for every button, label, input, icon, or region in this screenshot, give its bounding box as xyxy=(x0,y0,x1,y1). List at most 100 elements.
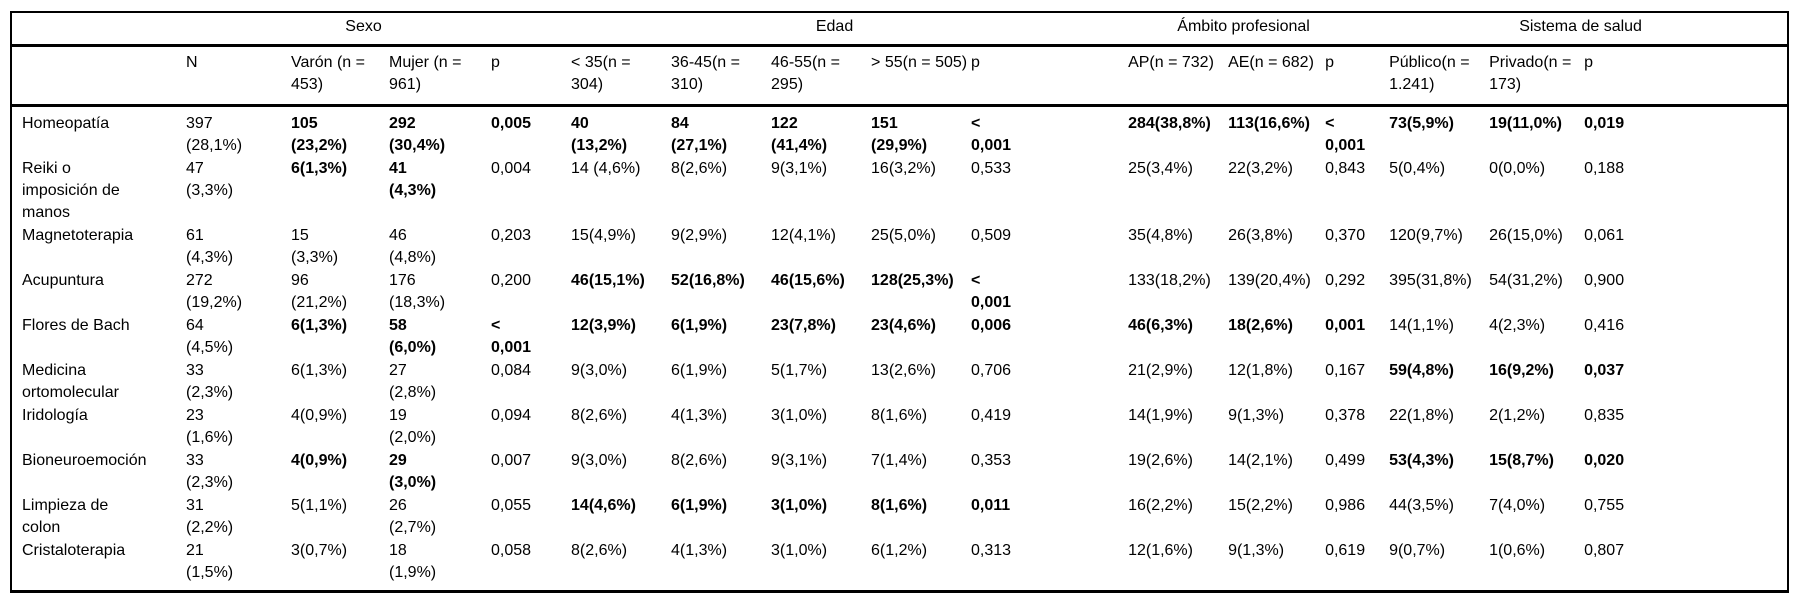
data-cell: 0(0,0%) xyxy=(1489,160,1546,177)
data-cell: 397 (28,1%) xyxy=(186,115,243,154)
data-cell: 12(3,9%) xyxy=(571,317,636,334)
data-cell: 113(16,6%) xyxy=(1228,115,1310,132)
data-cell: 15(2,2%) xyxy=(1228,497,1293,514)
data-cell: 0,292 xyxy=(1325,272,1366,289)
column-header-cell xyxy=(11,45,171,107)
data-cell: 61 (4,3%) xyxy=(186,227,234,266)
data-cell: 9(3,0%) xyxy=(571,362,628,379)
table-row: Reiki o imposición de manos 47 (3,3%) 6(1,… xyxy=(11,157,1788,224)
data-cell: 2(1,2%) xyxy=(1489,407,1546,424)
data-cell: 16(2,2%) xyxy=(1128,497,1193,514)
row-label-cell: Reiki o imposición de manos xyxy=(22,160,120,221)
data-cell: 4(0,9%) xyxy=(291,407,348,424)
group-header-cell: Sistema de salud xyxy=(1374,12,1789,47)
data-cell: 0,419 xyxy=(971,407,1012,424)
data-cell: 6(1,3%) xyxy=(291,362,348,379)
data-cell: 3(0,7%) xyxy=(291,542,348,559)
table-row: Flores de Bach 64 (4,5%) 6(1,3%) 58 (6,0%) <… xyxy=(11,314,1788,359)
data-cell: 133(18,2%) xyxy=(1128,272,1211,289)
data-cell: 25(3,4%) xyxy=(1128,160,1193,177)
row-label-cell: Magnetoterapia xyxy=(22,227,134,244)
data-cell: 9(1,3%) xyxy=(1228,407,1285,424)
data-cell: 0,005 xyxy=(491,115,532,132)
data-cell: 0,001 xyxy=(1325,317,1366,334)
row-label-cell: Acupuntura xyxy=(22,272,104,289)
data-cell: 64 (4,5%) xyxy=(186,317,234,356)
data-cell: 15(4,9%) xyxy=(571,227,636,244)
data-cell: 31 (2,2%) xyxy=(186,497,234,536)
data-cell: 6(1,9%) xyxy=(671,317,728,334)
table-row: Medicina ortomolecular 33 (2,3%) 6(1,3%) 27… xyxy=(11,359,1788,404)
data-cell: 0,755 xyxy=(1584,497,1625,514)
data-cell: 13(2,6%) xyxy=(871,362,936,379)
data-cell: 0,167 xyxy=(1325,362,1366,379)
data-cell: 284(38,8%) xyxy=(1128,115,1211,132)
data-cell: 0,020 xyxy=(1584,452,1625,469)
data-cell: 0,900 xyxy=(1584,272,1625,289)
data-cell: 33 (2,3%) xyxy=(186,452,234,491)
data-cell: < 0,001 xyxy=(1325,115,1366,154)
column-header-cell: < 35(n = 304) xyxy=(556,45,657,107)
table-row: Cristaloterapia 21 (1,5%) 3(0,7%) 18 (1,9%)… xyxy=(11,539,1788,592)
data-cell: < 0,001 xyxy=(971,272,1012,311)
row-label-cell: Homeopatía xyxy=(22,115,110,132)
data-cell: 8(2,6%) xyxy=(671,160,728,177)
data-cell: 6(1,3%) xyxy=(291,160,348,177)
data-cell: 0,019 xyxy=(1584,115,1625,132)
data-cell: 15(8,7%) xyxy=(1489,452,1554,469)
data-cell: 0,094 xyxy=(491,407,532,424)
data-cell: 14(1,1%) xyxy=(1389,317,1454,334)
data-cell: 3(1,0%) xyxy=(771,407,828,424)
data-cell: 0,011 xyxy=(971,497,1011,514)
data-cell: 9(1,3%) xyxy=(1228,542,1285,559)
data-cell: 0,706 xyxy=(971,362,1012,379)
row-label-cell: Cristaloterapia xyxy=(22,542,126,559)
data-cell: 26(15,0%) xyxy=(1489,227,1563,244)
table-row: Bioneuroemoción 33 (2,3%) 4(0,9%) 29 (3,0%)… xyxy=(11,449,1788,494)
data-cell: 0,061 xyxy=(1584,227,1625,244)
data-cell: 0,499 xyxy=(1325,452,1366,469)
column-header-cell: Mujer (n = 961) xyxy=(374,45,476,107)
data-cell: 5(1,7%) xyxy=(771,362,828,379)
data-cell: 0,058 xyxy=(491,542,532,559)
data-cell: 0,006 xyxy=(971,317,1012,334)
data-cell: 0,203 xyxy=(491,227,532,244)
data-cell: 14(4,6%) xyxy=(571,497,636,514)
table-row: Magnetoterapia 61 (4,3%) 15 (3,3%) 46 (4,8%… xyxy=(11,224,1788,269)
column-header-cell: p xyxy=(476,45,557,107)
data-cell: 58 (6,0%) xyxy=(389,317,437,356)
table-row: Iridología 23 (1,6%) 4(0,9%) 19 (2,0%) 0,094… xyxy=(11,404,1788,449)
column-header-cell: 46-55(n = 295) xyxy=(756,45,857,107)
data-cell: 16(3,2%) xyxy=(871,160,936,177)
data-cell: 0,509 xyxy=(971,227,1012,244)
data-cell: 122 (41,4%) xyxy=(771,115,828,154)
column-header-cell: 36-45(n = 310) xyxy=(656,45,757,107)
data-cell: 14 (4,6%) xyxy=(571,160,641,177)
data-cell: 128(25,3%) xyxy=(871,272,954,289)
data-cell: 0,416 xyxy=(1584,317,1625,334)
data-cell: 8(2,6%) xyxy=(571,542,628,559)
data-cell: 22(1,8%) xyxy=(1389,407,1454,424)
data-cell: 0,835 xyxy=(1584,407,1625,424)
data-cell: 3(1,0%) xyxy=(771,542,828,559)
data-cell: 8(1,6%) xyxy=(871,407,928,424)
data-cell: 0,353 xyxy=(971,452,1012,469)
data-cell: 9(3,1%) xyxy=(771,160,828,177)
data-cell: 14(2,1%) xyxy=(1228,452,1293,469)
data-cell: 4(1,3%) xyxy=(671,542,728,559)
data-cell: 0,986 xyxy=(1325,497,1366,514)
data-cell: 4(2,3%) xyxy=(1489,317,1546,334)
data-cell: 41 (4,3%) xyxy=(389,160,437,199)
data-cell: 23 (1,6%) xyxy=(186,407,234,446)
group-header-cell: Edad xyxy=(556,12,1114,47)
data-cell: 176 (18,3%) xyxy=(389,272,446,311)
group-header-cell xyxy=(11,12,171,47)
data-cell: 9(0,7%) xyxy=(1389,542,1446,559)
data-cell: 33 (2,3%) xyxy=(186,362,234,401)
data-cell: 6(1,9%) xyxy=(671,497,728,514)
column-header-cell: Privado(n = 173) xyxy=(1474,45,1571,107)
column-header-row: N Varón (n = 453) Mujer (n = 961) p < 35(n =… xyxy=(11,45,1789,107)
data-cell: 5(1,1%) xyxy=(291,497,348,514)
data-cell: 0,807 xyxy=(1584,542,1625,559)
data-cell: 15 (3,3%) xyxy=(291,227,339,266)
